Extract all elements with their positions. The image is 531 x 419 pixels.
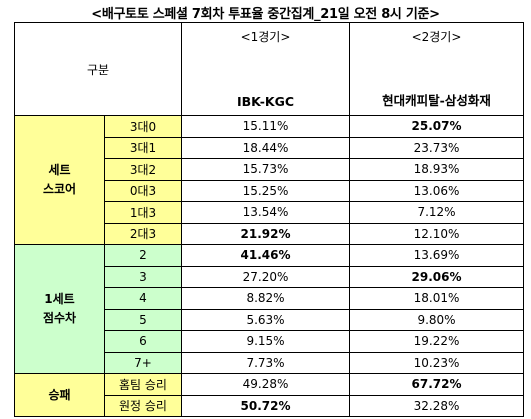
game2-label: <2경기> (411, 30, 462, 44)
row-label: 7+ (104, 351, 182, 374)
table-row: 2대3 21.92% 12.10% (15, 222, 524, 245)
table-row: 7+ 7.73% 10.23% (15, 351, 524, 374)
game2-value: 7.12% (349, 201, 524, 224)
game2-value: 25.07% (349, 115, 524, 138)
game1-value: 15.11% (181, 115, 350, 138)
row-label: 1대3 (104, 201, 182, 224)
header-row: 구분 <1경기> IBK-KGC <2경기> 현대캐피탈-삼성화재 (14, 22, 524, 116)
row-label: 3대1 (104, 136, 182, 159)
section-label-line1: 승패 (48, 387, 71, 402)
game1-value: 27.20% (181, 265, 350, 288)
game2-value: 9.80% (349, 308, 524, 331)
table-row: 3대2 15.73% 18.93% (15, 158, 524, 181)
section-label-line1: 1세트 (44, 292, 75, 306)
row-label: 원정 승리 (104, 394, 182, 417)
game1-teams: IBK-KGC (236, 94, 295, 109)
game1-value: 8.82% (181, 287, 350, 310)
game1-value: 9.15% (181, 330, 350, 353)
row-label: 3대2 (104, 158, 182, 181)
game1-value: 21.92% (181, 222, 350, 245)
page-title: <배구토토 스페셜 7회차 투표율 중간집계_21일 오전 8시 기준> (91, 7, 440, 22)
game2-header: <2경기> 현대캐피탈-삼성화재 (349, 22, 524, 116)
game1-value: 18.44% (181, 136, 350, 159)
game2-value: 23.73% (349, 136, 524, 159)
row-label: 3대0 (104, 115, 182, 138)
game1-value: 41.46% (181, 244, 350, 267)
game2-teams: 현대캐피탈-삼성화재 (382, 93, 491, 108)
game1-value: 13.54% (181, 201, 350, 224)
row-label: 2 (104, 244, 182, 267)
row-label: 3 (104, 265, 182, 288)
game1-value: 15.25% (181, 179, 350, 202)
section-label-line2: 점수차 (42, 311, 77, 325)
section-label-line2: 스코어 (42, 182, 77, 196)
row-label: 5 (104, 308, 182, 331)
game1-value: 7.73% (181, 351, 350, 374)
game2-value: 13.69% (349, 244, 524, 267)
table-row: 원정 승리 50.72% 32.28% (15, 394, 524, 417)
game1-label: <1경기> (240, 30, 291, 44)
game2-value: 13.06% (349, 179, 524, 202)
table-row: 3대1 18.44% 23.73% (15, 136, 524, 159)
game2-value: 32.28% (349, 394, 524, 417)
game2-value: 67.72% (349, 373, 524, 396)
game2-value: 18.01% (349, 287, 524, 310)
table-row: 3 27.20% 29.06% (15, 265, 524, 288)
category-header: 구분 (14, 22, 182, 116)
game1-value: 15.73% (181, 158, 350, 181)
vote-rate-table: 구분 <1경기> IBK-KGC <2경기> 현대캐피탈-삼성화재 세트 스코어 3… (14, 22, 524, 417)
row-label: 2대3 (104, 222, 182, 245)
game2-value: 10.23% (349, 351, 524, 374)
table-row: 세트 스코어 3대0 15.11% 25.07% (14, 115, 524, 245)
row-label: 0대3 (104, 179, 182, 202)
row-label: 4 (104, 287, 182, 310)
table-row: 4 8.82% 18.01% (15, 287, 524, 310)
game2-value: 18.93% (349, 158, 524, 181)
row-label: 홈팀 승리 (104, 373, 182, 396)
table-row: 1대3 13.54% 7.12% (15, 201, 524, 224)
game2-value: 12.10% (349, 222, 524, 245)
section-label: 승패 (14, 373, 105, 417)
row-label: 6 (104, 330, 182, 353)
section-label-line1: 세트 (48, 163, 71, 177)
game1-value: 49.28% (181, 373, 350, 396)
game1-value: 50.72% (181, 394, 350, 417)
game2-value: 19.22% (349, 330, 524, 353)
table-row: 6 9.15% 19.22% (15, 330, 524, 353)
game1-header: <1경기> IBK-KGC (181, 22, 350, 116)
table-row: 1세트 점수차 2 41.46% 13.69% (14, 244, 524, 374)
table-row: 승패 홈팀 승리 49.28% 67.72% (14, 373, 524, 417)
game1-value: 5.63% (181, 308, 350, 331)
game2-value: 29.06% (349, 265, 524, 288)
